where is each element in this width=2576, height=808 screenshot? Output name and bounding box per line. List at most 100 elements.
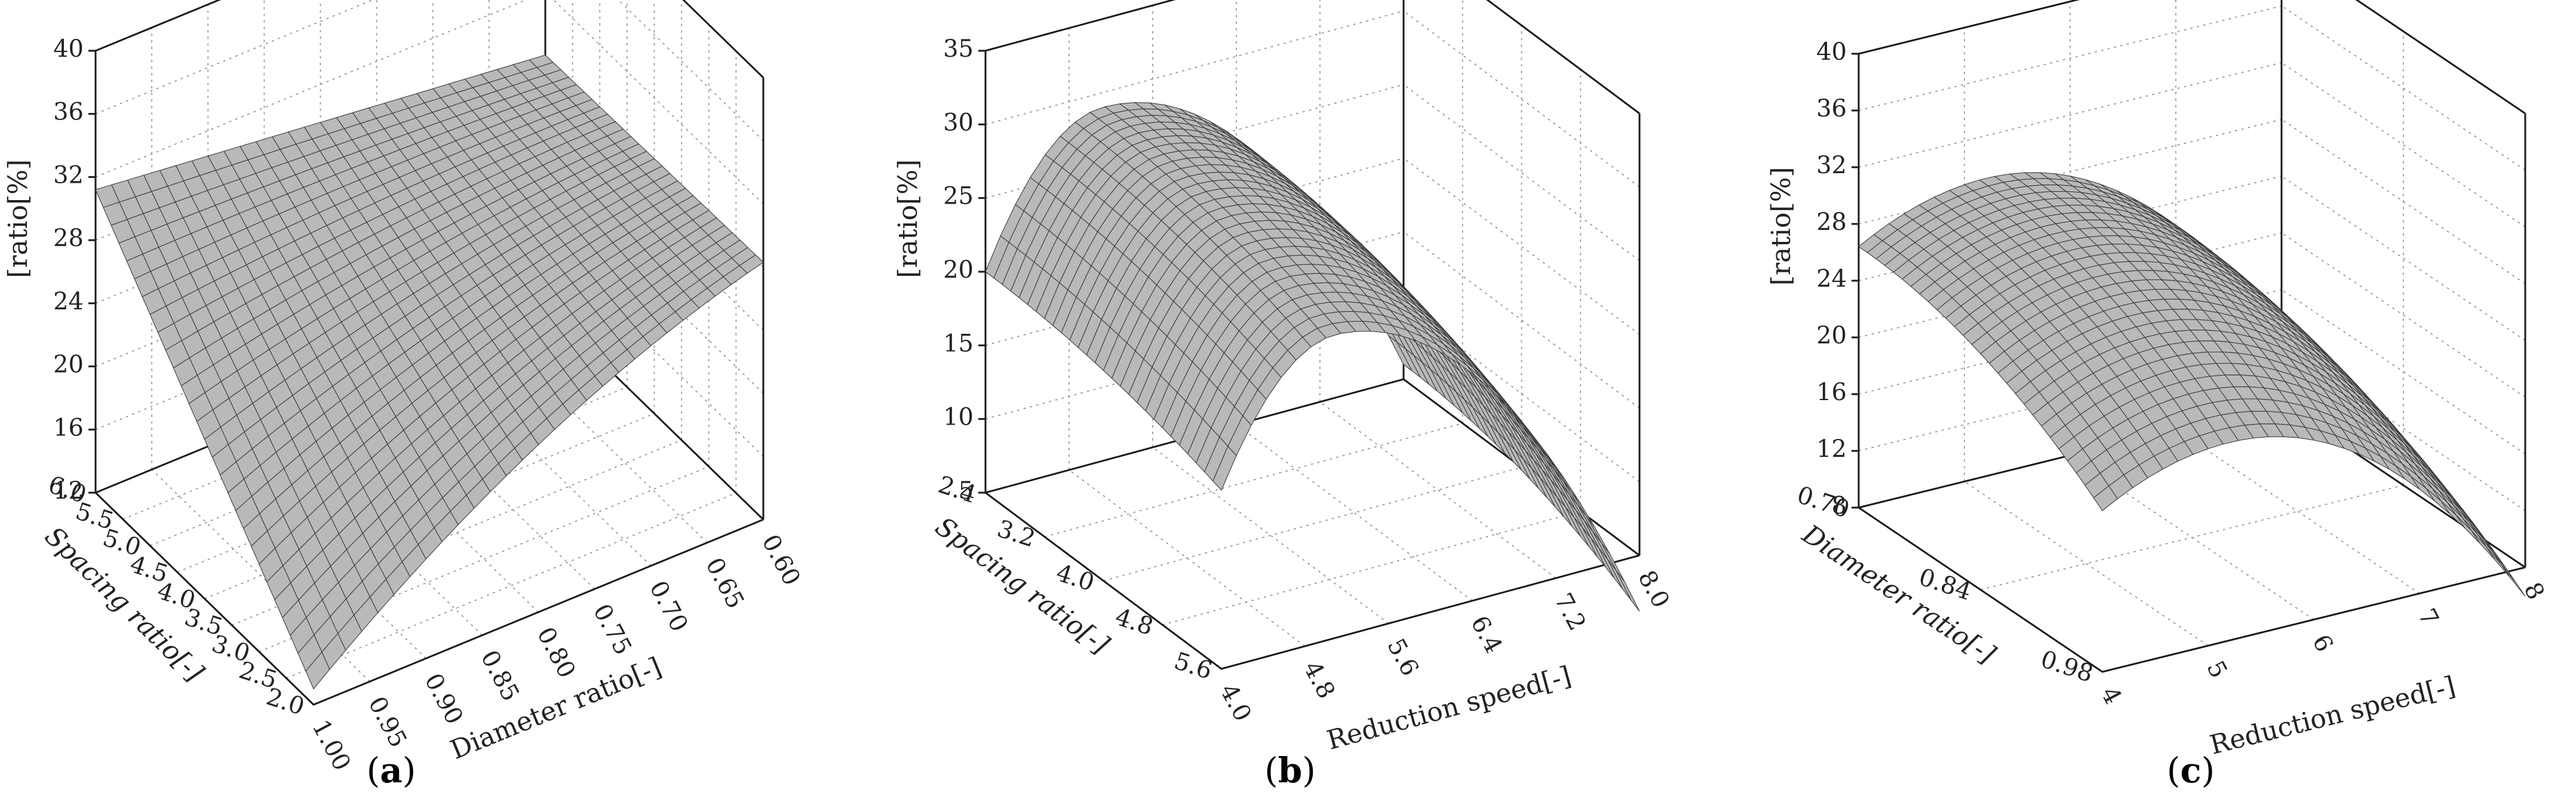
panel-b-floor-grid-y [1103, 466, 1522, 582]
panel-c-caption: (c) [2167, 750, 2215, 791]
panel-a-x-tick-label: 0.75 [588, 600, 637, 659]
panel-b-z-tick-label: 20 [943, 256, 974, 284]
panel-c-z-tick-label: 16 [1816, 379, 1847, 406]
panel-a-top-edge [95, 0, 764, 79]
panel-b-y-tick-label: 4.0 [1053, 559, 1098, 597]
panel-b-floor-grid-x [1152, 447, 1389, 624]
panel-c-top-edge [1858, 0, 2526, 115]
panel-b-y-tick-label: 3.2 [994, 515, 1039, 552]
panel-b-y-tick-label: 4.8 [1112, 603, 1157, 641]
panel-c-x-tick-label: 5 [2201, 656, 2233, 683]
panel-c-surface-cell [2093, 485, 2118, 512]
panel-c-wall-grid-h [1858, 5, 2282, 111]
panel-b-wall-grid-h [1403, 158, 1640, 335]
panel-c-z-tick-label: 8 [1832, 492, 1847, 520]
panel-b-wall-grid-h [985, 10, 1404, 125]
panel-a-x-tick-label: 0.90 [419, 669, 468, 729]
panel-b: 5 10 15 20 25 30 35 4.0 4.8 5.6 6.4 7.2 8.0 5.6 4.8 4.0… [893, 0, 1675, 756]
panel-c-floor-grid-x [1964, 481, 2209, 646]
panel-c-surface [1858, 172, 2526, 597]
panel-b-z-tick-label: 15 [943, 330, 974, 357]
panel-b-x-tick-label: 8.0 [1632, 566, 1674, 613]
panel-a-x-tick-label: 0.60 [756, 530, 805, 590]
panel-b-z-tick-label: 10 [943, 404, 974, 431]
panel-c-wall-grid-h [2281, 232, 2526, 398]
panel-a-z-axis-label: [ratio[%] [3, 159, 33, 278]
panel-b-wall-grid-h [985, 0, 1175, 51]
panel-c-surface-cell [2486, 546, 2511, 578]
panel-c-wall-grid-h [2281, 119, 2526, 284]
panel-c-floor-grid-x [2175, 429, 2420, 594]
panel-c-y-axis-label: Diameter ratio[-] [1797, 518, 2001, 670]
panel-b-floor-grid-x [1319, 401, 1556, 579]
panel-a-x-tick-label: 0.70 [644, 576, 693, 636]
panel-b-x-tick-label: 7.2 [1549, 589, 1591, 635]
panel-a-z-tick-label: 32 [53, 161, 84, 189]
panel-b-x-tick-label: 6.4 [1465, 612, 1507, 658]
panel-a-wall-grid-h [545, 244, 764, 457]
panel-a-x-tick-label: 0.80 [532, 623, 581, 683]
panel-a-z-tick-label: 24 [53, 288, 84, 315]
panel-c-y-tick-label: 0.98 [2037, 646, 2096, 688]
panel-c-y-tick-label: 0.70 [1794, 481, 1853, 524]
panel-b-surface [985, 102, 1640, 612]
panel-a-z-tick-label: 36 [53, 99, 84, 126]
panel-b-caption: (b) [1264, 750, 1316, 791]
panel-b-z-axis-label: [ratio[%] [893, 159, 923, 278]
panel-a: 12 16 20 24 28 32 36 40 1.00 0.95 0.90 0.85 0.80 0.75… [3, 0, 806, 775]
panel-a-z-tick-label: 12 [53, 477, 84, 505]
panel-a-z-tick-label: 40 [53, 35, 84, 63]
panel-a-x-tick-label: 0.85 [475, 646, 524, 706]
panel-b-x-tick-label: 5.6 [1381, 634, 1423, 681]
panel-c-wall-grid-h [2281, 62, 2526, 228]
panel-b-floor-grid-x [1236, 424, 1473, 601]
panel-b-wall-grid-h [1403, 10, 1640, 188]
panel-c-x-tick-label: 7 [2412, 604, 2444, 631]
panel-b-top-edge [985, 0, 1640, 115]
panel-a-x-tick-label: 1.00 [306, 715, 355, 775]
panel-b-y-tick-label: 5.6 [1171, 647, 1215, 685]
panel-a-surface [95, 54, 764, 690]
panel-a-wall-grid-h [95, 0, 527, 178]
panel-c-floor-axis [1858, 506, 2526, 673]
panel-b-floor-axis [985, 491, 1640, 670]
panel-c-z-tick-label: 36 [1816, 95, 1847, 122]
panel-a-wall-grid-h [618, 0, 764, 142]
panel-c-wall-grid-h [1858, 62, 2282, 168]
panel-b-surface-cell [1212, 446, 1237, 491]
panel-b-z-tick-label: 30 [943, 109, 974, 136]
panel-c-z-tick-label: 32 [1816, 152, 1847, 179]
panel-b-z-tick-label: 5 [959, 477, 974, 505]
panel-b-floor-grid-y [1044, 422, 1463, 537]
panel-c-x-tick-label: 4 [2095, 683, 2127, 709]
panel-b-wall-grid-h [1403, 84, 1640, 262]
panel-b-surface-cell [1607, 559, 1632, 601]
panel-c-x-tick-label: 8 [2518, 578, 2550, 604]
panel-c-wall-grid-h [2281, 176, 2526, 341]
panel-b-x-tick-label: 4.8 [1298, 657, 1340, 703]
panel-a-caption: (a) [367, 750, 416, 791]
panel-a-z-tick-label: 16 [53, 414, 84, 441]
panel-b-floor-grid-x [1069, 469, 1306, 647]
panel-b-z-tick-label: 25 [943, 183, 974, 210]
panel-a-surface-cell [305, 651, 330, 690]
panel-c-wall-grid-h [2281, 5, 2526, 171]
panel-c-wall-grid-h [2281, 289, 2526, 454]
panel-a-floor-axis [94, 491, 764, 706]
panel-c-x-axis-label: Reduction speed[-] [2207, 671, 2458, 761]
panel-a-x-tick-label: 0.65 [700, 554, 749, 613]
panel-b-floor-grid-y [1162, 511, 1581, 626]
panel-a-floor-grid-x [489, 330, 708, 543]
panel-a-x-tick-label: 0.95 [363, 692, 412, 752]
panel-b-x-tick-label: 4.0 [1214, 680, 1256, 726]
panel-c-z-tick-label: 28 [1816, 208, 1847, 236]
panel-c-z-tick-label: 24 [1816, 265, 1847, 293]
panel-c-z-tick-label: 40 [1816, 38, 1847, 66]
panel-b-z-tick-label: 35 [943, 35, 974, 63]
panel-c-z-tick-label: 12 [1816, 435, 1847, 463]
panel-b-wall-grid-h [1403, 231, 1640, 409]
panel-b-wall-grid-h [1487, 0, 1640, 114]
panel-a-floor-grid-x [432, 353, 652, 567]
panel-a-wall-grid-h [95, 0, 374, 115]
